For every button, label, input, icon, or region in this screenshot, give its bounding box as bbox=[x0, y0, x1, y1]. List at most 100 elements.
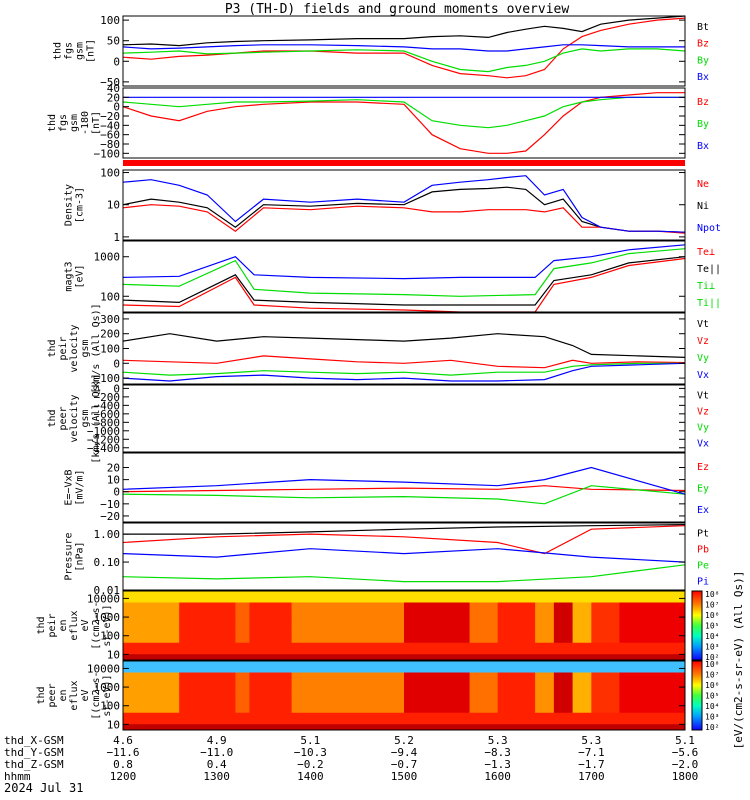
y-tick-label: 100 bbox=[100, 630, 120, 643]
heatmap-cell bbox=[179, 625, 236, 632]
heatmap-cell bbox=[535, 631, 555, 638]
heatmap-cell bbox=[123, 642, 180, 649]
y-tick-label: 100 bbox=[100, 167, 120, 180]
y-axis-label: thd bbox=[53, 42, 64, 60]
heatmap-cell bbox=[535, 614, 555, 621]
y-axis-label: [eV] bbox=[75, 264, 86, 288]
x-row-label: thd_Y-GSM bbox=[4, 746, 64, 759]
legend-entry: Ne bbox=[697, 179, 709, 190]
heatmap-cell bbox=[404, 602, 471, 609]
heatmap-cell bbox=[553, 642, 574, 649]
heatmap-cell bbox=[535, 648, 555, 655]
legend-entry: Bz bbox=[697, 97, 709, 108]
heatmap-cell bbox=[591, 614, 620, 621]
heatmap-cell bbox=[591, 608, 620, 615]
legend-entry: Npot bbox=[697, 223, 721, 234]
heatmap-cell bbox=[291, 678, 405, 685]
heatmap-cell bbox=[179, 608, 236, 615]
y-axis-label: thd bbox=[47, 409, 58, 427]
heatmap-cell bbox=[572, 695, 592, 702]
heatmap-cell bbox=[553, 614, 574, 621]
y-tick-label: 100 bbox=[100, 700, 120, 713]
colorbar-label: [eV/(cm2-s-sr-eV) (All Qs)] bbox=[732, 571, 745, 750]
heatmap-cell bbox=[497, 602, 536, 609]
heatmap-cell bbox=[535, 707, 555, 714]
heatmap-cell bbox=[404, 642, 471, 649]
heatmap-cell bbox=[235, 608, 250, 615]
heatmap-cell bbox=[469, 689, 499, 696]
legend-entry: Vy bbox=[697, 353, 709, 364]
y-tick-label: 10000 bbox=[87, 662, 120, 675]
heatmap-cell bbox=[179, 695, 236, 702]
heatmap-cell bbox=[123, 631, 180, 638]
heatmap-cell bbox=[123, 648, 180, 655]
y-tick-label: −1400 bbox=[87, 442, 120, 455]
heatmap-cell bbox=[535, 619, 555, 626]
heatmap-cell bbox=[572, 614, 592, 621]
x-row-value: −0.2 bbox=[297, 758, 324, 771]
heatmap-cell bbox=[123, 654, 180, 661]
heatmap-cell bbox=[572, 637, 592, 644]
y-tick-label: 1000 bbox=[94, 611, 121, 624]
heatmap-cell bbox=[619, 701, 686, 708]
heatmap-cell bbox=[591, 661, 620, 668]
x-row-value: 1700 bbox=[578, 770, 605, 783]
x-row-value: 1200 bbox=[110, 770, 137, 783]
heatmap-cell bbox=[535, 625, 555, 632]
heatmap-cell bbox=[553, 718, 574, 725]
heatmap-cell bbox=[535, 718, 555, 725]
panel-frame bbox=[122, 452, 686, 523]
y-tick-label: 200 bbox=[100, 328, 120, 341]
heatmap-cell bbox=[404, 608, 471, 615]
heatmap-cell bbox=[123, 637, 180, 644]
heatmap-cell bbox=[291, 661, 405, 668]
heatmap-cell bbox=[535, 637, 555, 644]
y-tick-label: 0 bbox=[113, 486, 120, 499]
x-row-value: −9.4 bbox=[391, 746, 418, 759]
heatmap-cell bbox=[469, 654, 499, 661]
heatmap-cell bbox=[291, 602, 405, 609]
heatmap-cell bbox=[235, 642, 250, 649]
y-tick-label: −800 bbox=[94, 416, 121, 429]
heatmap-cell bbox=[497, 608, 536, 615]
series-By bbox=[122, 48, 686, 73]
heatmap-cell bbox=[591, 689, 620, 696]
y-axis-label: [km/s (All Qs)] bbox=[91, 373, 102, 463]
y-axis-label: eflux bbox=[69, 610, 80, 640]
heatmap-cell bbox=[404, 596, 471, 603]
heatmap-cell bbox=[591, 625, 620, 632]
panel-temps: 1000 100 magt3 [eV] Te⊥ Te|| Ti⊥ Ti|| bbox=[64, 240, 721, 313]
series-Vx bbox=[122, 362, 686, 382]
colorbar bbox=[691, 660, 703, 731]
y-tick-label: −60 bbox=[100, 129, 120, 142]
x-row-value: 1600 bbox=[484, 770, 511, 783]
heatmap-cell bbox=[179, 654, 236, 661]
y-axis-label: eV bbox=[80, 689, 91, 701]
heatmap-cell bbox=[572, 707, 592, 714]
series-Pe bbox=[122, 564, 686, 583]
colorbar-tick-label: 10⁷ bbox=[705, 671, 719, 680]
y-axis-label: [(cm2-s- bbox=[91, 601, 102, 649]
separator-band bbox=[123, 160, 685, 166]
legend-entry: Bz bbox=[697, 39, 709, 50]
heatmap-cell bbox=[535, 596, 555, 603]
x-row-value: −11.0 bbox=[200, 746, 233, 759]
heatmap-cell bbox=[123, 661, 180, 668]
heatmap-cell bbox=[535, 678, 555, 685]
heatmap-cell bbox=[619, 591, 686, 598]
colorbar-tick-label: 10² bbox=[705, 653, 719, 662]
y-tick-label: −600 bbox=[94, 408, 121, 421]
heatmap-cell bbox=[179, 602, 236, 609]
series-Bz bbox=[122, 17, 686, 79]
heatmap-cell bbox=[553, 689, 574, 696]
heatmap-cell bbox=[404, 614, 471, 621]
x-row-value: −5.6 bbox=[672, 746, 699, 759]
series-Vy bbox=[122, 362, 685, 376]
heatmap-cell bbox=[535, 654, 555, 661]
heatmap-cell bbox=[469, 707, 499, 714]
heatmap-cell bbox=[469, 637, 499, 644]
x-row-value: −0.7 bbox=[391, 758, 418, 771]
heatmap-cell bbox=[404, 654, 471, 661]
heatmap-cell bbox=[123, 625, 180, 632]
